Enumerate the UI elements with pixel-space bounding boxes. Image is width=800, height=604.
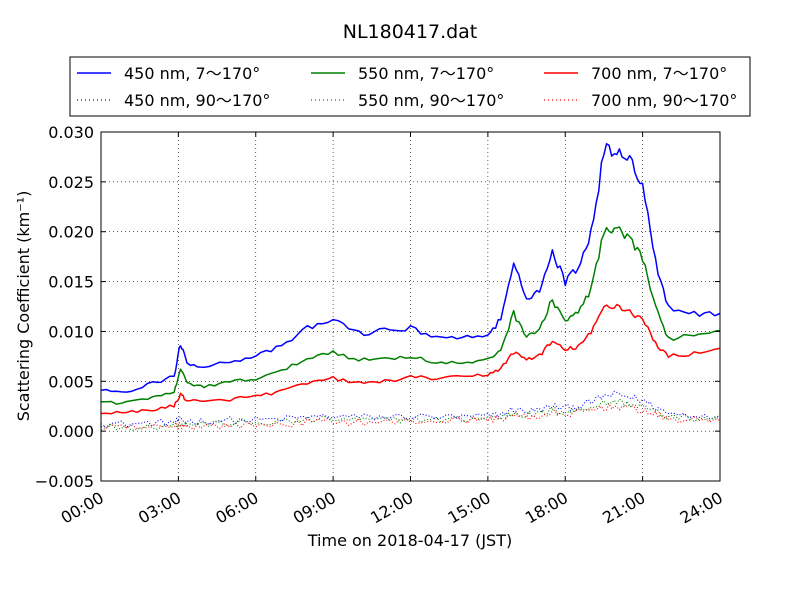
legend-entry-700nm-90-170: 700 nm, 90～170° (544, 91, 737, 110)
chart-title: NL180417.dat (343, 21, 478, 43)
series-700nm-7-170 (100, 303, 721, 415)
x-axis-label: Time on 2018-04-17 (JST) (307, 531, 512, 550)
legend-entry-550nm-7-170: 550 nm, 7～170° (311, 64, 494, 83)
x-tick-label: 18:00 (522, 488, 571, 528)
series-layer (100, 143, 721, 431)
x-tick-label: 15:00 (444, 488, 493, 528)
legend-label: 550 nm, 7～170° (358, 64, 494, 83)
y-tick-label: 0.000 (48, 422, 94, 441)
legend-entry-700nm-7-170: 700 nm, 7～170° (544, 64, 727, 83)
y-tick-label: 0.020 (48, 223, 94, 242)
series-550nm-90-170 (100, 398, 721, 431)
x-tick-label: 06:00 (212, 488, 261, 528)
legend-entry-550nm-90-170: 550 nm, 90～170° (311, 91, 504, 110)
legend-box (69, 56, 751, 117)
legend-label: 550 nm, 90～170° (358, 91, 504, 110)
y-tick-label: 0.010 (48, 322, 94, 341)
legend-label: 700 nm, 90～170° (591, 91, 737, 110)
y-tick-label: 0.030 (48, 123, 94, 142)
x-tick-label: 03:00 (135, 488, 184, 528)
legend-label: 700 nm, 7～170° (591, 64, 727, 83)
legend-label: 450 nm, 7～170° (124, 64, 260, 83)
legend-entry-450nm-90-170: 450 nm, 90～170° (77, 91, 270, 110)
y-axis-label: Scattering Coefficient (km⁻¹) (14, 191, 33, 422)
series-550nm-7-170 (101, 226, 721, 405)
legend: 450 nm, 7～170° 550 nm, 7～170° 700 nm, 7～17… (69, 56, 751, 117)
x-tick-label: 00:00 (58, 488, 107, 528)
x-tick-label: 09:00 (290, 488, 339, 528)
x-tick-label: 12:00 (367, 488, 416, 528)
y-tick-label: 0.015 (48, 273, 94, 292)
series-450nm-7-170 (100, 143, 721, 393)
y-tick-label: 0.005 (48, 372, 94, 391)
y-axis: 0.030 0.025 0.020 0.015 0.010 0.005 0.000 −0.00… (35, 123, 720, 491)
legend-entry-450nm-7-170: 450 nm, 7～170° (77, 64, 260, 83)
y-tick-label: 0.025 (48, 173, 94, 192)
y-tick-label: −0.005 (35, 472, 94, 491)
x-tick-label: 21:00 (599, 488, 648, 528)
x-tick-label: 24:00 (677, 488, 726, 528)
legend-label: 450 nm, 90～170° (124, 91, 270, 110)
